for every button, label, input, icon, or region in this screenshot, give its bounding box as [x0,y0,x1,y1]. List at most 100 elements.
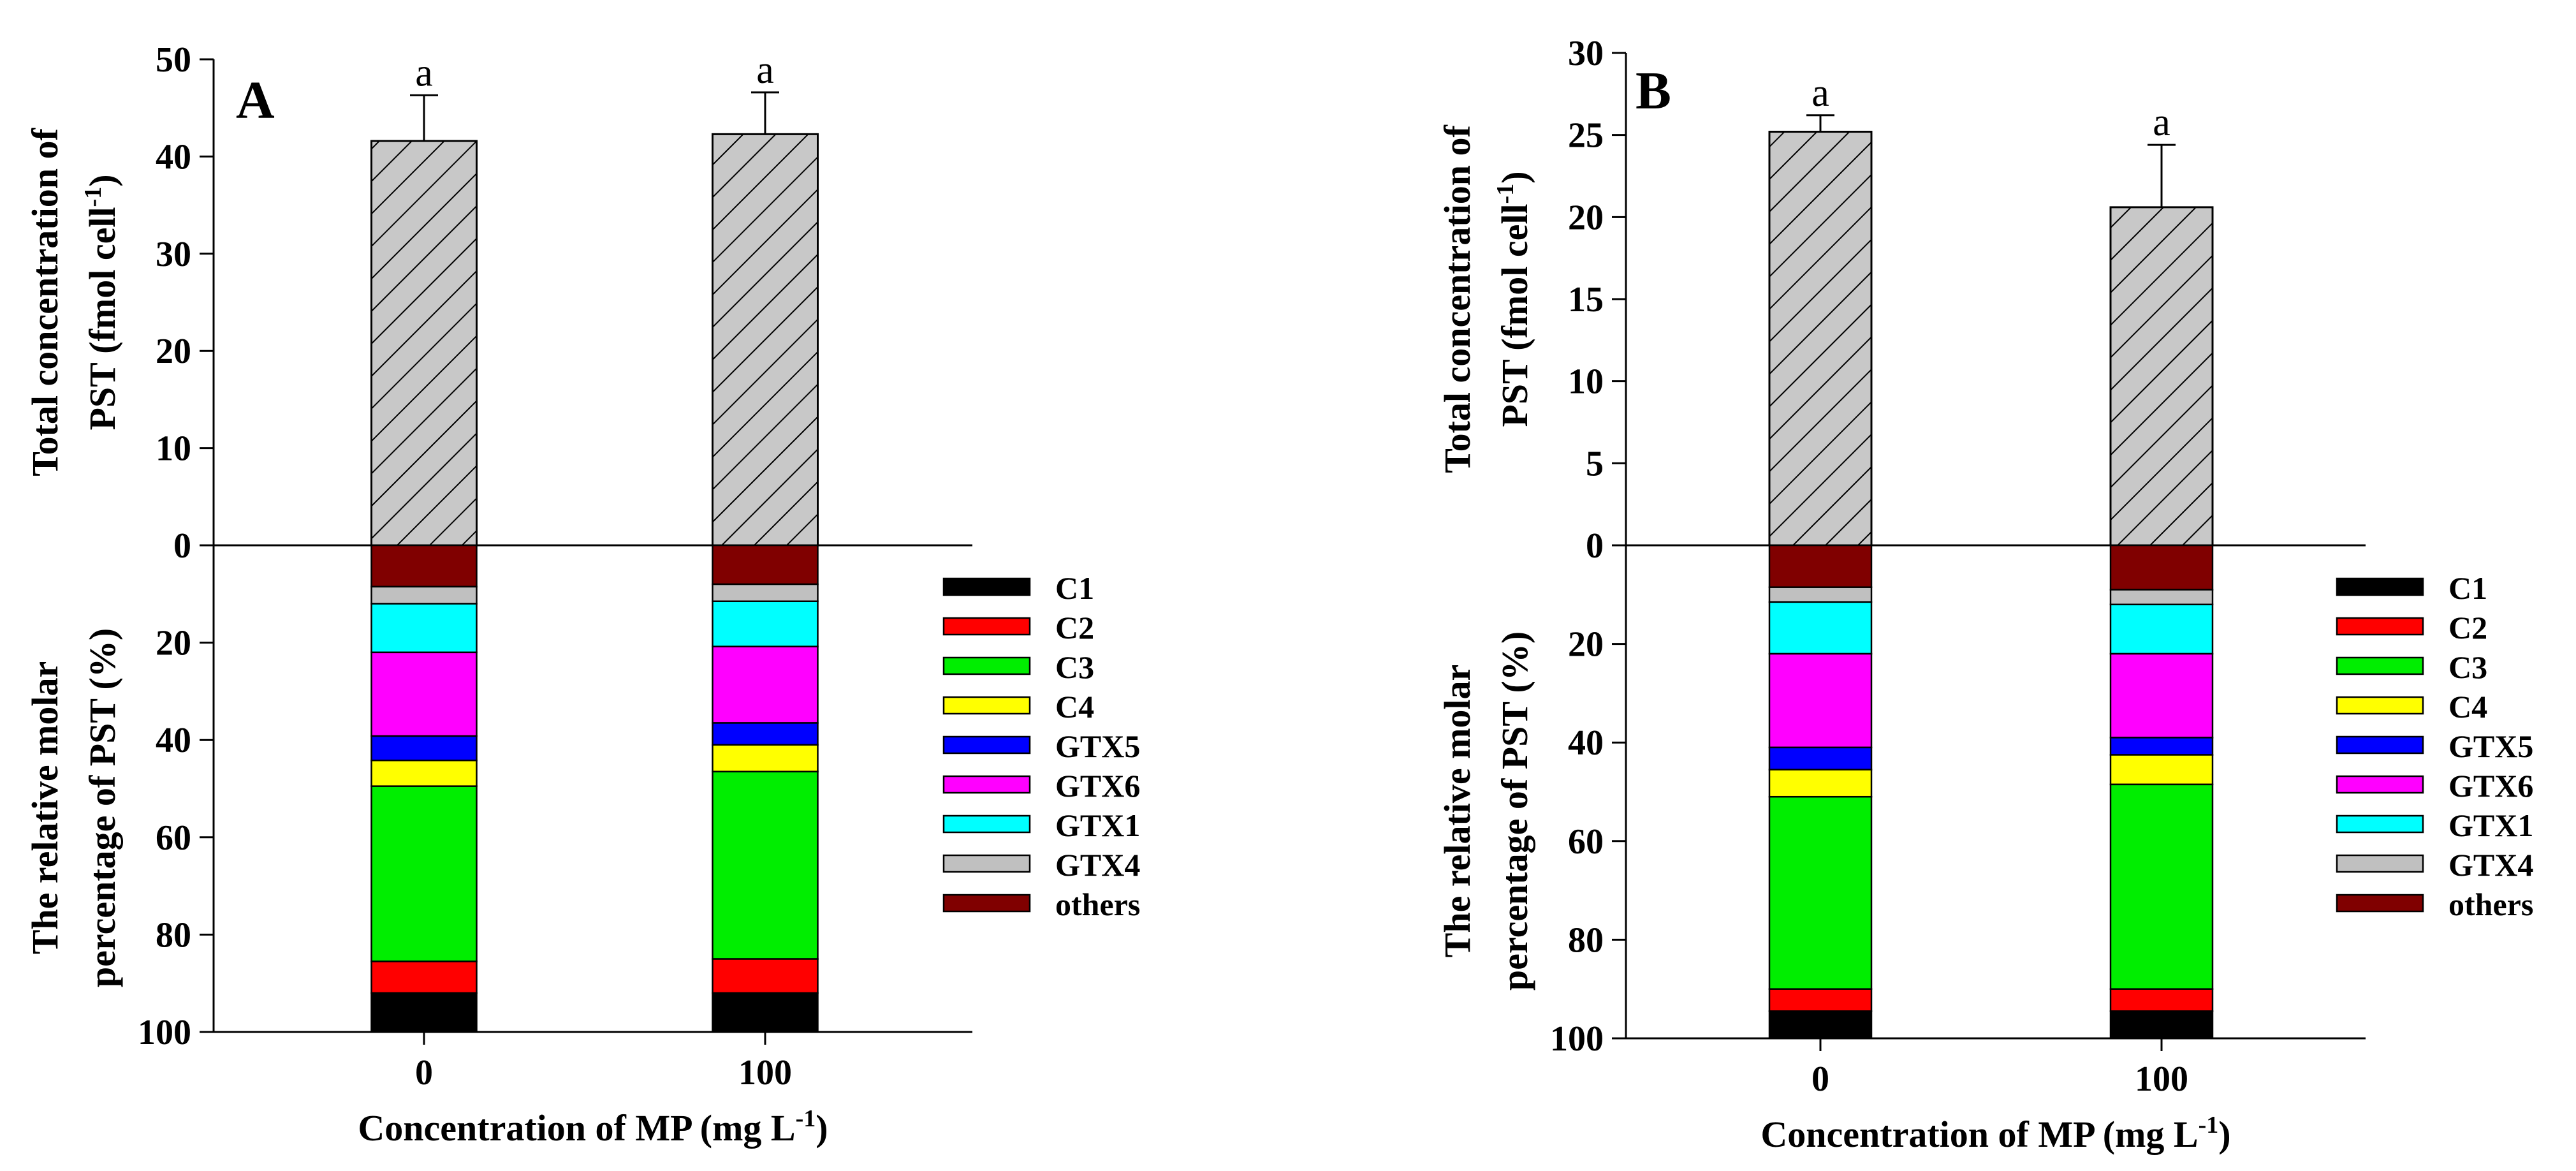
stack-segment-c2 [370,961,478,994]
x-axis-title-close: ) [816,1107,828,1149]
stack-segment-gtx1 [370,603,478,654]
top-y-axis-title-line1: Total concentration of [24,128,66,476]
top-y-axis-title-main: PST (fmol cell [1494,203,1535,427]
top-y-tick-label: 50 [156,40,191,80]
stack-segment-c4 [370,759,478,787]
stack-segment-gtx1 [712,600,819,647]
x-tick-label: 100 [2135,1059,2188,1099]
legend-swatch-gtx5 [942,735,1031,755]
stack-segment-c2 [1768,988,1873,1012]
bottom-y-tick-label: 60 [1568,822,1604,862]
top-y-tick-label: 20 [156,332,191,371]
top-y-axis-title-sup: -1 [1492,184,1519,204]
bottom-y-axis-title-line1: The relative molar [1437,665,1478,958]
top-y-tick-label: 20 [1568,198,1604,237]
stack-segment-c1 [370,992,478,1033]
legend-label-c4: C4 [2448,689,2487,725]
stack-segment-gtx6 [712,645,819,724]
legend-label-c1: C1 [2448,570,2487,606]
legend-label-others: others [1055,887,1140,922]
stack-segment-gtx6 [1768,652,1873,749]
legend-label-gtx6: GTX6 [2448,768,2533,804]
significance-letter: a [415,51,433,94]
total-bar [370,140,478,547]
legend-label-gtx4: GTX4 [1055,847,1140,883]
bottom-y-tick-label: 40 [156,721,191,760]
legend-label-gtx1: GTX1 [2448,807,2533,843]
legend-swatch-c4 [2336,696,2424,715]
bottom-y-tick-label: 80 [156,915,191,955]
top-y-tick-label: 30 [1568,34,1604,73]
stack-segment-gtx4 [370,586,478,605]
bottom-y-tick-label: 20 [156,624,191,663]
stack-segment-c3 [712,770,819,960]
significance-letter: a [1811,71,1829,115]
bottom-y-tick-label: 60 [156,818,191,858]
bottom-y-tick-label: 100 [1550,1019,1604,1059]
stack-segment-c3 [2109,783,2214,990]
total-bar [2109,206,2214,547]
stack-segment-c2 [712,958,819,994]
x-tick-label: 0 [415,1053,433,1093]
top-y-axis-title-line2: PST (fmol cell-1) [1492,171,1535,427]
top-y-axis-title-close: ) [1494,171,1535,183]
significance-letter: a [756,48,774,92]
legend-swatch-c1 [2336,577,2424,596]
legend-label-gtx1: GTX1 [1055,807,1140,843]
legend-swatch-gtx4 [942,854,1031,873]
stack-segment-c4 [1768,769,1873,798]
top-y-tick-label: 15 [1568,280,1604,320]
stack-segment-c4 [2109,754,2214,786]
legend-label-c3: C3 [2448,649,2487,685]
panel-label: B [1636,61,1671,121]
stack-segment-gtx4 [2109,589,2214,606]
stack-segment-c1 [712,992,819,1033]
x-axis-title-main: Concentration of MP (mg L [358,1107,795,1149]
stack-segment-others [2109,544,2214,591]
stack-segment-gtx5 [1768,746,1873,770]
bottom-y-tick-label: 80 [1568,920,1604,960]
legend-label-c1: C1 [1055,570,1094,606]
legend-label-others: others [2448,887,2533,922]
bottom-y-axis-title-line2: percentage of PST (%) [82,628,123,987]
legend-swatch-gtx4 [2336,854,2424,873]
total-bar [1768,131,1873,547]
legend-swatch-c2 [2336,617,2424,636]
x-axis-title-sup: -1 [2199,1112,2219,1138]
chart-panel-b: 0 5 10 15 20 25 30 20 40 60 80 100 B a 0 a 100 Concentrat… [1437,34,2533,1155]
stack-segment-c1 [1768,1010,1873,1040]
stack-segment-others [712,544,819,586]
legend-label-c2: C2 [1055,610,1094,645]
stack-segment-c2 [2109,988,2214,1012]
stack-segment-c4 [712,744,819,773]
stack-segment-gtx5 [712,722,819,746]
stack-segment-c1 [2109,1010,2214,1040]
legend-label-gtx6: GTX6 [1055,768,1140,804]
stack-segment-gtx4 [1768,586,1873,603]
legend-swatch-gtx1 [942,814,1031,834]
legend-label-c2: C2 [2448,610,2487,645]
stack-segment-gtx1 [1768,601,1873,655]
bottom-y-tick-label: 20 [1568,625,1604,665]
bottom-y-axis-title-line1: The relative molar [24,661,66,955]
legend-label-c3: C3 [1055,649,1094,685]
stack-segment-gtx1 [2109,603,2214,655]
x-axis-title: Concentration of MP (mg L-1) [1760,1112,2230,1155]
x-tick-label: 100 [738,1053,792,1093]
legend-label-gtx5: GTX5 [1055,728,1140,764]
stack-segment-gtx4 [712,583,819,602]
top-y-axis-title-line2: PST (fmol cell-1) [80,174,123,430]
stack-segment-c3 [1768,795,1873,990]
x-axis-title-close: ) [2218,1114,2230,1155]
stack-segment-others [370,544,478,588]
legend-swatch-c3 [942,656,1031,675]
x-axis-title-sup: -1 [796,1105,816,1132]
stack-segment-gtx5 [2109,737,2214,756]
total-bar [712,133,819,547]
top-y-tick-label: 0 [173,526,191,566]
legend-label-c4: C4 [1055,689,1094,725]
significance-letter: a [2153,101,2170,144]
stack-segment-gtx6 [2109,652,2214,739]
